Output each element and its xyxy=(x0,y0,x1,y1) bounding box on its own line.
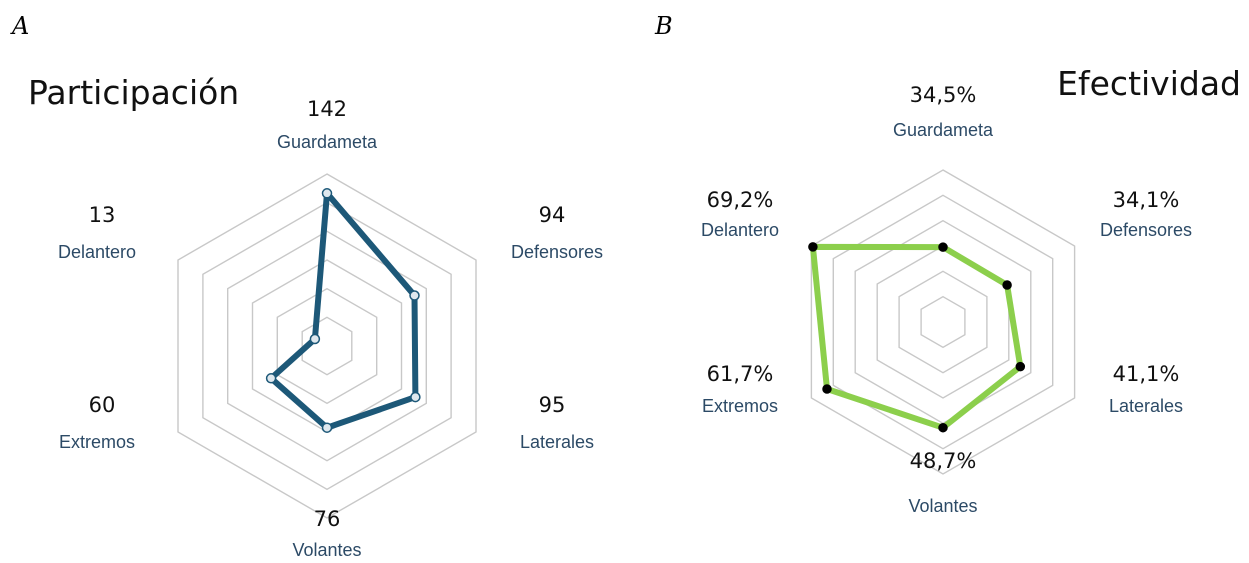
value-label: 69,2% xyxy=(707,188,774,212)
data-point-volantes xyxy=(321,422,333,433)
axis-label: Volantes xyxy=(292,540,361,560)
data-point-volantes xyxy=(938,422,948,433)
chart-title: Participación xyxy=(28,73,239,112)
axis-label: Laterales xyxy=(1109,396,1183,416)
panel-letter-a: A xyxy=(12,12,30,40)
axis-label: Defensores xyxy=(1100,220,1192,240)
chart-title: Efectividad xyxy=(1057,64,1241,103)
value-label: 95 xyxy=(539,393,566,417)
grid-ring xyxy=(898,270,988,374)
data-point-defensores xyxy=(409,290,420,301)
grid-ring xyxy=(832,194,1054,450)
value-label: 34,1% xyxy=(1113,188,1180,212)
series-line xyxy=(268,190,419,431)
axis-label: Volantes xyxy=(908,496,977,516)
value-label: 60 xyxy=(89,393,116,417)
grid-ring xyxy=(301,316,353,376)
data-point-defensores xyxy=(1002,280,1012,290)
radar-chart-participacion: Participación 142 Guardameta 94 Defensores 9… xyxy=(28,73,603,560)
value-label: 13 xyxy=(89,203,116,227)
grid-ring xyxy=(876,245,1010,399)
value-label: 34,5% xyxy=(910,83,977,107)
axis-label: Extremos xyxy=(59,432,135,452)
series-line xyxy=(809,243,1024,431)
axis-label: Defensores xyxy=(511,242,603,262)
data-point-extremos xyxy=(822,384,832,394)
radar-chart-efectividad: Efectividad 34,5% Guardameta 34,1% Defensor… xyxy=(701,64,1241,516)
grid-ring xyxy=(202,201,452,491)
data-point-guardameta xyxy=(938,242,948,252)
value-label: 41,1% xyxy=(1113,362,1180,386)
data-point-guardameta xyxy=(321,188,333,199)
value-label: 61,7% xyxy=(707,362,774,386)
value-label: 94 xyxy=(539,203,566,227)
axis-label: Delantero xyxy=(58,242,136,262)
data-point-laterales xyxy=(410,391,421,403)
value-label: 142 xyxy=(307,97,347,121)
axis-label: Guardameta xyxy=(893,120,994,140)
data-point-extremos xyxy=(265,373,277,384)
panel-letter-b: B xyxy=(655,12,673,40)
grid-ring xyxy=(276,287,378,405)
grid-ring xyxy=(251,259,403,433)
axis-label: Laterales xyxy=(520,432,594,452)
data-point-delantero xyxy=(309,333,321,345)
grid-ring xyxy=(177,173,477,519)
data-point-delantero xyxy=(808,242,818,252)
value-label: 76 xyxy=(314,507,341,531)
data-point-laterales xyxy=(1015,361,1026,372)
axis-label: Guardameta xyxy=(277,132,378,152)
axis-label: Delantero xyxy=(701,220,779,240)
value-label: 48,7% xyxy=(910,449,977,473)
grid-ring xyxy=(226,230,427,462)
axis-label: Extremos xyxy=(702,396,778,416)
grid-ring xyxy=(920,295,966,349)
